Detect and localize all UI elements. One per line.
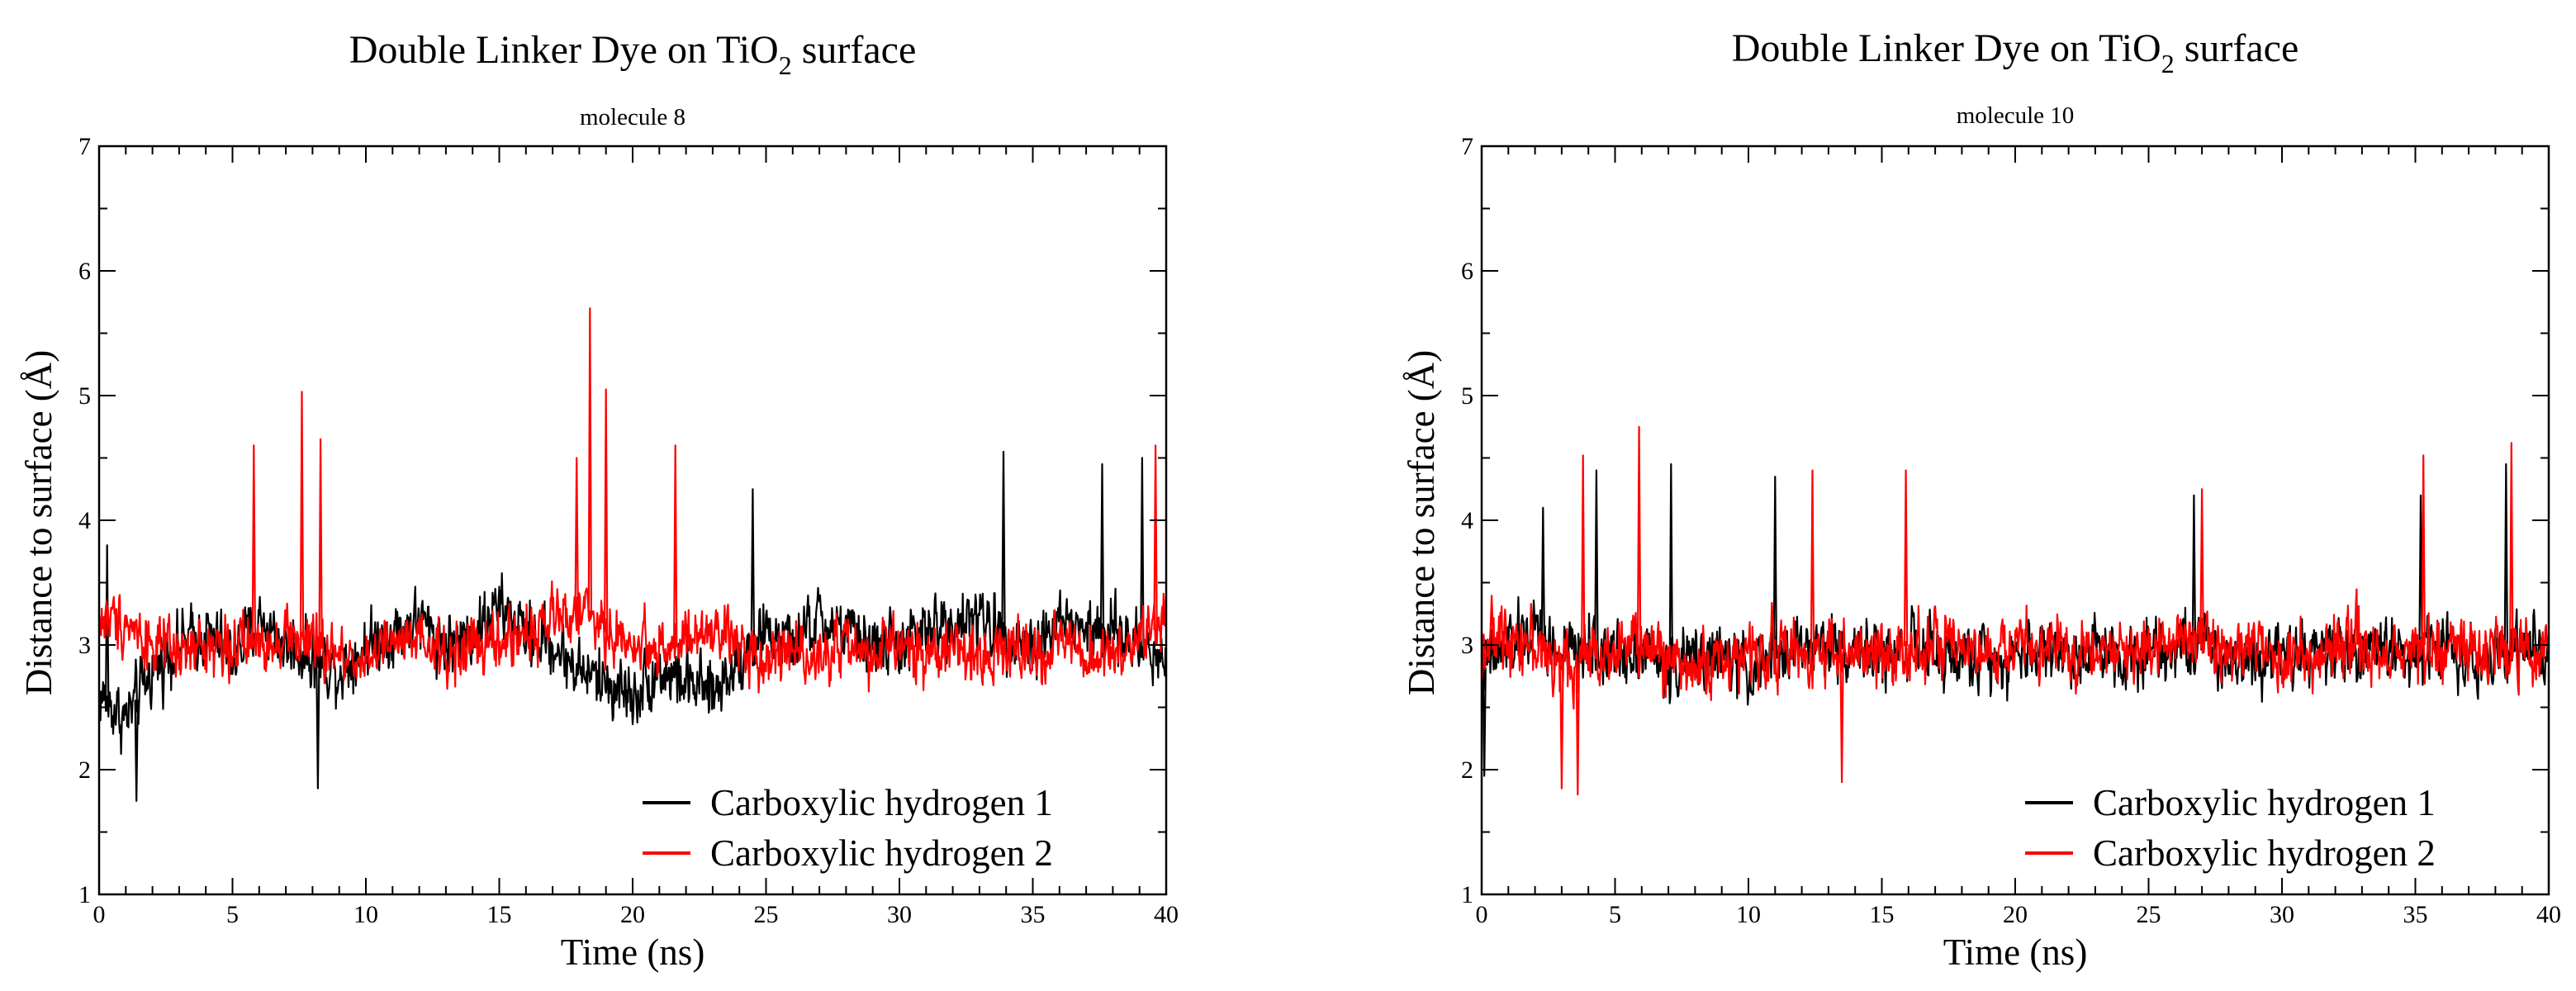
- x-tick-label: 0: [1476, 901, 1488, 928]
- y-tick-label: 5: [78, 382, 91, 410]
- series-line-hydrogen-1: [97, 450, 1168, 802]
- chart-title: Double Linker Dye on TiO2 surface: [349, 28, 917, 80]
- y-tick-label: 5: [1461, 382, 1473, 410]
- x-tick-label: 15: [487, 901, 512, 928]
- y-tick-label: 4: [1461, 507, 1473, 534]
- legend: Carboxylic hydrogen 1 Carboxylic hydroge…: [2025, 782, 2436, 874]
- x-tick-label: 35: [1021, 901, 1046, 928]
- x-tick-label: 5: [226, 901, 239, 928]
- x-tick-label: 25: [2137, 901, 2161, 928]
- y-tick-label: 6: [1461, 258, 1473, 285]
- y-tick-label: 4: [78, 507, 91, 534]
- legend-label-hydrogen-1: Carboxylic hydrogen 1: [710, 782, 1053, 823]
- y-tick-label: 7: [78, 133, 91, 160]
- series-line-hydrogen-2: [1480, 425, 2550, 796]
- x-tick-label: 30: [2270, 901, 2294, 928]
- x-tick-label: 10: [353, 901, 378, 928]
- y-tick-label: 1: [1461, 881, 1473, 908]
- series-line-hydrogen-2: [97, 307, 1168, 694]
- x-tick-label: 5: [1609, 901, 1621, 928]
- x-axis-label: Time (ns): [561, 932, 705, 973]
- y-tick-label: 2: [1461, 756, 1473, 784]
- x-tick-label: 20: [620, 901, 645, 928]
- chart-subtitle: molecule 8: [580, 104, 686, 130]
- y-tick-label: 2: [78, 756, 91, 784]
- x-tick-label: 20: [2003, 901, 2028, 928]
- chart-subtitle: molecule 10: [1957, 102, 2075, 129]
- y-tick-label: 1: [78, 881, 91, 908]
- legend: Carboxylic hydrogen 1 Carboxylic hydroge…: [643, 782, 1053, 874]
- chart-panel-molecule-8: Double Linker Dye on TiO2 surface molecu…: [18, 28, 1179, 973]
- x-tick-label: 30: [887, 901, 912, 928]
- plot-area: 0 5 10 15 20 25 30 35 40 1 2 3 4 5 6 7: [1461, 133, 2561, 928]
- x-tick-label: 25: [754, 901, 779, 928]
- legend-label-hydrogen-2: Carboxylic hydrogen 2: [2093, 832, 2436, 874]
- y-tick-label: 3: [78, 632, 91, 659]
- legend-label-hydrogen-2: Carboxylic hydrogen 2: [710, 832, 1053, 874]
- x-tick-label: 10: [1736, 901, 1761, 928]
- y-axis-label: Distance to surface (Å): [18, 350, 59, 696]
- y-tick-label: 6: [78, 258, 91, 285]
- x-tick-label: 40: [2536, 901, 2561, 928]
- x-tick-label: 35: [2403, 901, 2428, 928]
- x-tick-label: 15: [1870, 901, 1895, 928]
- legend-label-hydrogen-1: Carboxylic hydrogen 1: [2093, 782, 2436, 823]
- y-tick-label: 3: [1461, 632, 1473, 659]
- chart-panel-molecule-10: Double Linker Dye on TiO2 surface molecu…: [1401, 26, 2561, 973]
- y-tick-label: 7: [1461, 133, 1473, 160]
- plot-area: 0 5 10 15 20 25 30 35 40 1 2 3 4 5 6 7: [78, 133, 1179, 928]
- chart-title: Double Linker Dye on TiO2 surface: [1732, 26, 2299, 78]
- y-axis-label: Distance to surface (Å): [1401, 350, 1442, 696]
- x-tick-label: 40: [1154, 901, 1179, 928]
- series-line-hydrogen-1: [1480, 462, 2550, 777]
- x-axis-label: Time (ns): [1943, 932, 2088, 973]
- x-tick-label: 0: [93, 901, 106, 928]
